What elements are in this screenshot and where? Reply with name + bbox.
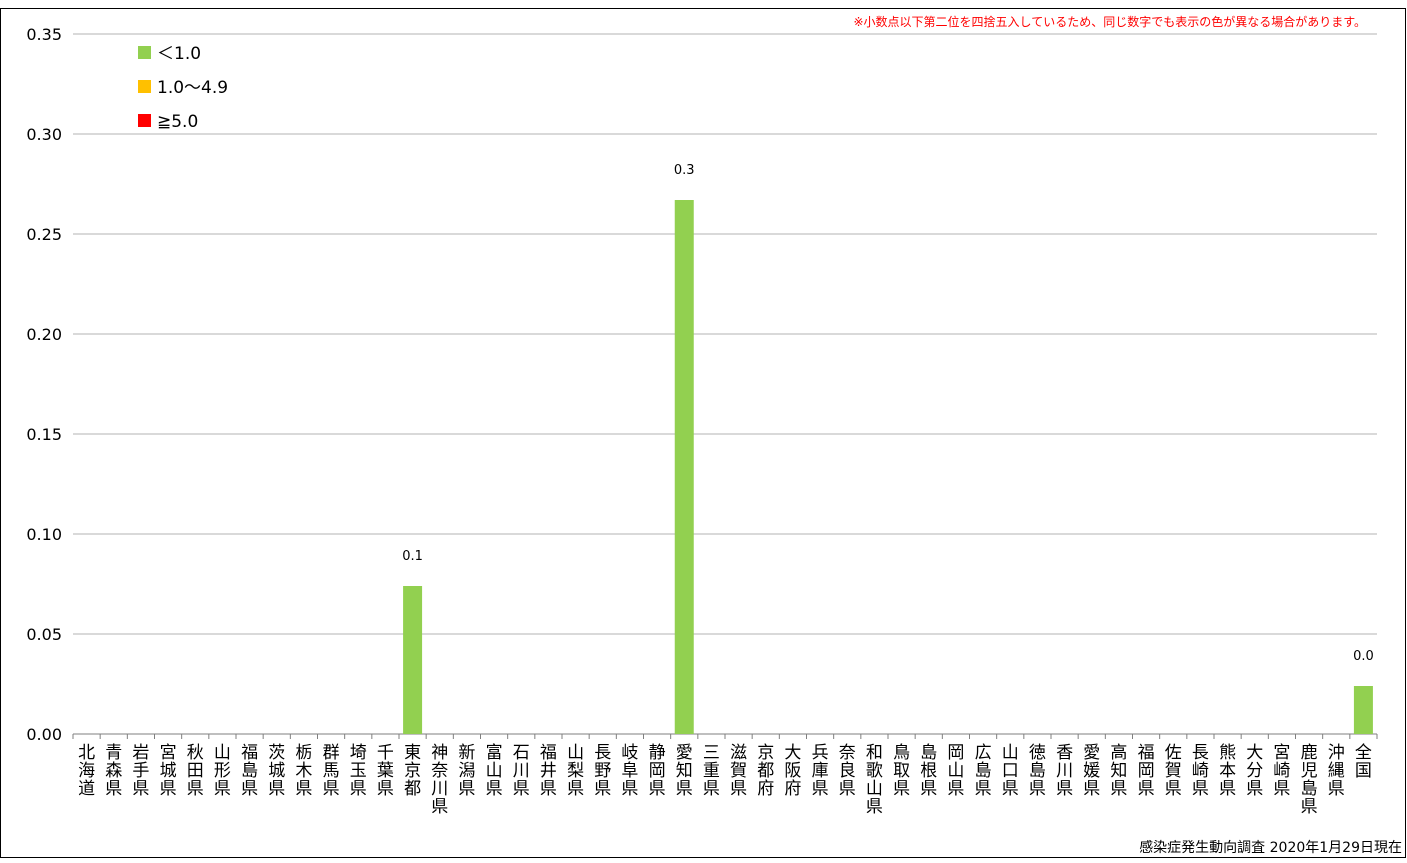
x-tick-label: 京都府 [757, 743, 774, 799]
x-tick-label: 和歌山県 [866, 743, 883, 817]
gridlines [73, 33, 1377, 735]
x-tick-label: 宮崎県 [1273, 743, 1290, 799]
x-tick-label: 広島県 [975, 743, 992, 799]
x-tick-label: 栃木県 [295, 743, 312, 799]
bars [403, 200, 1373, 734]
x-tick-label: 山形県 [214, 743, 231, 799]
x-tick-label: 静岡県 [649, 743, 666, 799]
x-tick-label: 茨城県 [268, 743, 285, 799]
x-tick-label: 徳島県 [1029, 743, 1046, 799]
x-tick-label: 全国 [1355, 743, 1372, 781]
x-tick-label: 熊本県 [1219, 743, 1236, 799]
x-tick-label: 長野県 [594, 743, 611, 799]
x-tick-label: 東京都 [404, 743, 421, 799]
x-tick-label: 秋田県 [187, 743, 204, 799]
x-tick-label: 青森県 [105, 743, 122, 799]
y-axis: 0.00 0.05 0.10 0.15 0.20 0.25 0.30 0.35 [26, 25, 62, 744]
y-tick-label: 0.30 [26, 125, 62, 144]
y-tick-label: 0.20 [26, 325, 62, 344]
x-tick-label: 奈良県 [839, 743, 856, 799]
x-tick-label: 福井県 [540, 743, 557, 799]
x-tick-label: 福島県 [241, 743, 258, 799]
x-tick-label: 兵庫県 [812, 743, 829, 799]
x-tick-label: 愛媛県 [1083, 743, 1100, 799]
data-label: 0.1 [402, 549, 423, 564]
x-tick-label: 岡山県 [947, 743, 964, 799]
x-tick-label: 三重県 [703, 743, 720, 799]
legend-swatch [138, 114, 151, 127]
y-tick-label: 0.00 [26, 725, 62, 744]
y-tick-label: 0.35 [26, 25, 62, 44]
x-tick-label: 宮城県 [160, 743, 177, 799]
x-tick-label: 島根県 [920, 743, 937, 799]
x-tick-label: 山口県 [1002, 743, 1019, 799]
legend-swatch [138, 80, 151, 93]
data-label: 0.3 [674, 163, 695, 178]
x-tick-label: 沖縄県 [1328, 743, 1345, 799]
x-axis: 北海道青森県岩手県宮城県秋田県山形県福島県茨城県栃木県群馬県埼玉県千葉県東京都神… [72, 734, 1378, 817]
x-tick-label: 神奈川県 [431, 743, 448, 817]
bar [1353, 686, 1373, 734]
x-tick-label: 岐阜県 [621, 743, 638, 799]
chart-frame [0, 8, 1406, 858]
data-label: 0.0 [1353, 649, 1374, 664]
x-tick-label: 大阪府 [784, 743, 801, 799]
source-text: 感染症発生動向調査 2020年1月29日現在 [1139, 839, 1402, 856]
x-tick-label: 鳥取県 [893, 743, 910, 799]
legend: ＜1.0 1.0〜4.9 ≧5.0 [138, 44, 228, 132]
x-tick-label: 福岡県 [1138, 743, 1155, 799]
x-tick-label: 千葉県 [377, 743, 394, 799]
x-tick-label: 長崎県 [1192, 743, 1209, 799]
x-tick-label: 滋賀県 [730, 743, 747, 799]
y-tick-label: 0.15 [26, 425, 62, 444]
chart-note: ※小数点以下第二位を四捨五入しているため、同じ数字でも表示の色が異なる場合があり… [854, 14, 1367, 29]
x-tick-label: 群馬県 [323, 743, 340, 799]
y-tick-label: 0.25 [26, 225, 62, 244]
y-tick-label: 0.05 [26, 625, 62, 644]
x-tick-label: 高知県 [1110, 743, 1127, 799]
x-tick-label: 大分県 [1246, 743, 1263, 799]
x-tick-label: 佐賀県 [1165, 743, 1182, 799]
legend-swatch [138, 46, 151, 59]
x-tick-label: 石川県 [513, 743, 530, 799]
bar [403, 586, 423, 734]
legend-label: ≧5.0 [157, 112, 198, 132]
y-tick-label: 0.10 [26, 525, 62, 544]
bar [674, 200, 694, 734]
x-tick-label: 香川県 [1056, 743, 1073, 799]
x-tick-label: 新潟県 [458, 743, 475, 799]
legend-label: 1.0〜4.9 [157, 78, 228, 98]
x-tick-label: 山梨県 [567, 743, 584, 799]
x-tick-label: 愛知県 [676, 743, 693, 799]
x-tick-label: 鹿児島県 [1301, 743, 1318, 817]
x-tick-label: 岩手県 [132, 743, 149, 799]
x-tick-label: 埼玉県 [350, 743, 367, 799]
x-tick-label: 富山県 [486, 743, 503, 799]
data-labels: 0.1 0.3 0.0 [402, 163, 1374, 664]
x-tick-label: 北海道 [78, 743, 95, 799]
legend-label: ＜1.0 [157, 44, 201, 64]
